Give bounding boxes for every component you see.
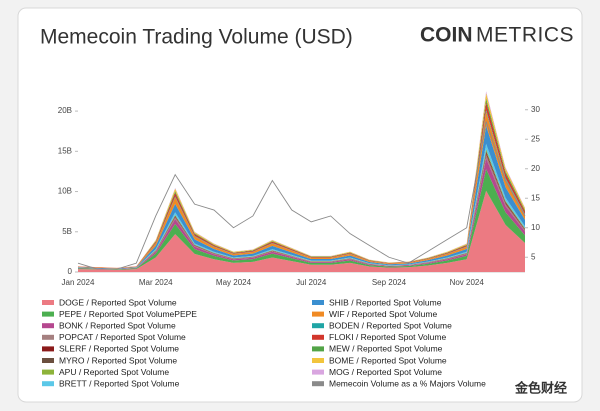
x-tick-label: Sep 2024 [372,278,407,287]
y-tick-label: 0 [68,267,73,276]
card [17,7,583,403]
stack-area [78,111,525,269]
legend-label: SLERF / Reported Spot Volume [59,344,179,354]
y2-tick-label: 15 [531,193,540,202]
legend-swatch [312,311,324,317]
brand-light: METRICS [476,24,574,47]
legend-swatch [312,358,324,363]
stack-area [78,190,525,272]
legend-label: Memecoin Volume as a % Majors Volume [329,378,486,388]
x-tick-label: Jan 2024 [62,278,95,287]
brand-bold: COIN [420,24,473,47]
chart-title: Memecoin Trading Volume (USD) [40,26,353,49]
legend-label: FLOKI / Reported Spot Volume [329,332,446,342]
watermark: 金色财经 [514,380,567,395]
y2-tick-label: 10 [531,223,540,232]
legend-label: SHIB / Reported Spot Volume [329,297,442,307]
legend-swatch [42,358,54,363]
legend-swatch [312,369,324,375]
legend-swatch [42,323,54,329]
y2-tick-label: 20 [531,164,540,173]
legend-label: MEW / Reported Spot Volume [329,344,443,354]
y2-tick-label: 5 [531,252,536,261]
stack-area [78,125,525,269]
legend-label: BOME / Reported Spot Volume [329,355,447,365]
legend-swatch [42,334,54,340]
ratio-line [77,121,526,270]
legend-swatch [312,346,324,352]
y2-tick-label: 30 [531,105,540,114]
legend-swatch [312,300,324,305]
x-tick-label: Mar 2024 [139,278,173,287]
legend-label: APU / Reported Spot Volume [59,367,169,377]
legend-swatch [42,346,54,352]
y-tick-label: 10B [58,187,72,196]
legend-swatch [42,311,54,317]
legend-swatch [312,334,324,340]
legend-label: MOG / Reported Spot Volume [329,367,442,377]
y-tick-label: 15B [58,146,72,155]
x-tick-label: Nov 2024 [450,278,485,287]
legend-label: DOGE / Reported Spot Volume [59,297,177,307]
y-tick-label: 20B [58,106,72,115]
legend-label: BONK / Reported Spot Volume [59,320,176,330]
legend-label: POPCAT / Reported Spot Volume [59,332,186,342]
legend-swatch [312,323,324,329]
stack-area [78,169,525,270]
y-tick-label: 5B [62,227,72,236]
legend-swatch [42,369,54,375]
legend-swatch [312,381,324,387]
legend-label: MYRO / Reported Spot Volume [59,355,177,365]
legend-swatch [42,381,54,387]
legend-swatch [42,300,54,305]
x-tick-label: Jul 2024 [296,278,327,287]
legend-label: PEPE / Reported Spot VolumePEPE [59,309,197,319]
x-tick-label: May 2024 [216,278,252,287]
legend-label: BODEN / Reported Spot Volume [329,320,452,330]
legend-label: BRETT / Reported Spot Volume [59,378,180,388]
y2-tick-label: 25 [531,134,540,143]
stack-area [78,158,525,270]
legend-label: WIF / Reported Spot Volume [329,309,437,319]
